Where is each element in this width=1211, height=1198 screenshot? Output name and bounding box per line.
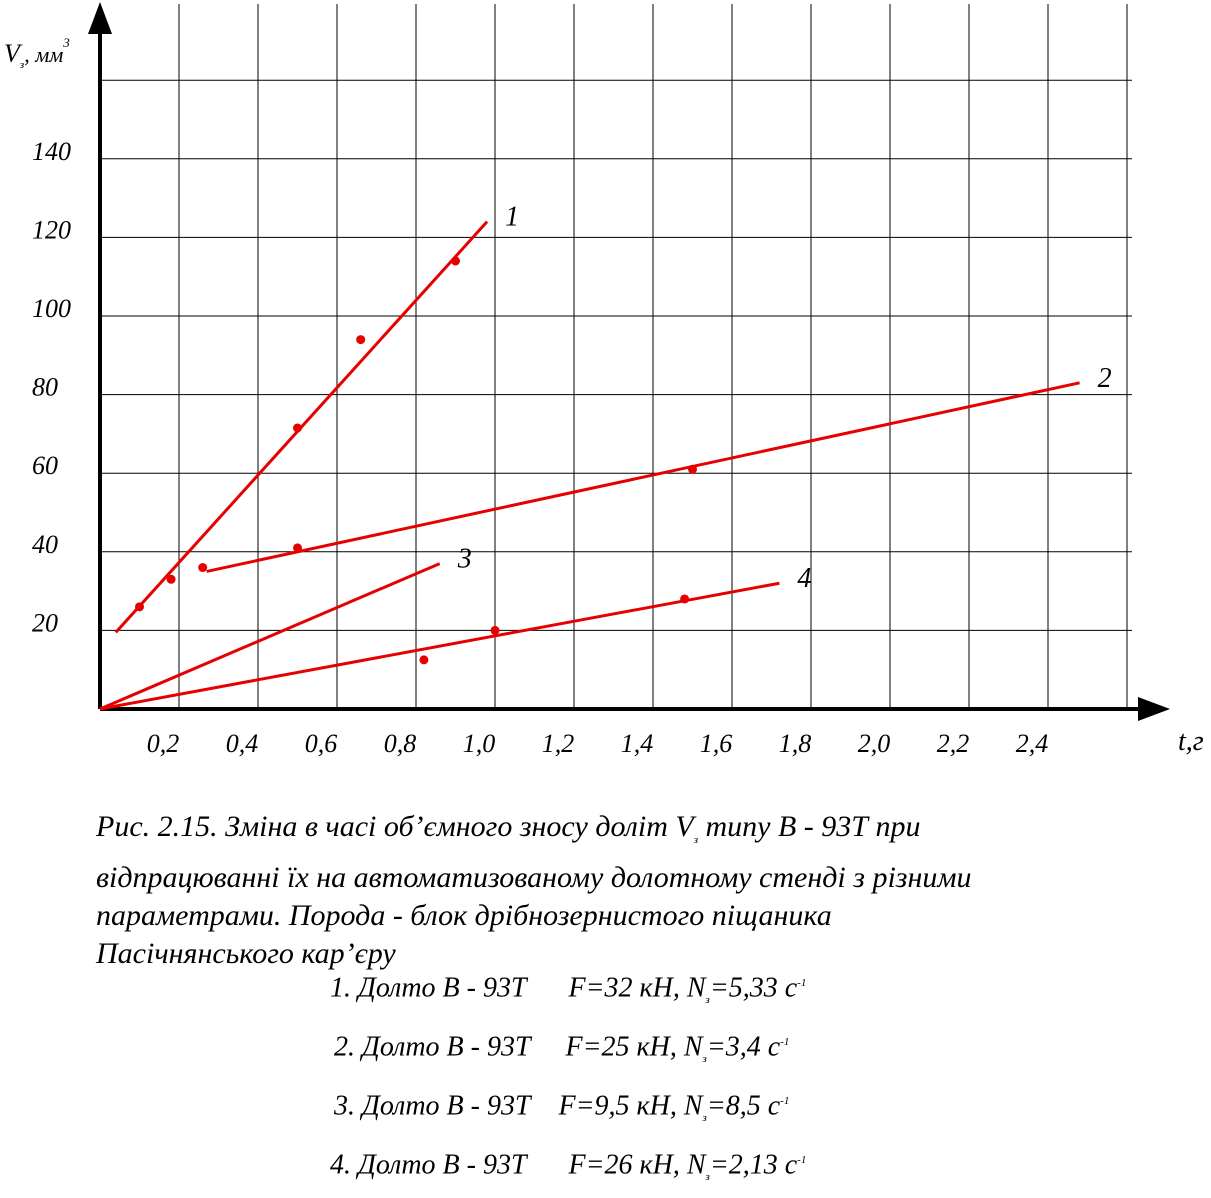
figure-caption: Рис. 2.15. Зміна в часі об’ємного зносу … [96, 808, 1176, 973]
x-tick-label: 2,2 [937, 729, 970, 758]
series-2-point [688, 464, 697, 474]
series-2-line [206, 381, 1080, 573]
x-tick-label: 2,4 [1016, 729, 1049, 758]
x-axis-arrow [1138, 697, 1170, 721]
caption-line-4: Пасічнянського кар’єру [96, 937, 396, 970]
x-tick-label: 1,8 [779, 729, 812, 758]
x-tick-label: 1,0 [463, 729, 496, 758]
x-axis-title: t,г [1178, 726, 1204, 757]
legend-item-1: 1. Долто В - 93Т F=32 кН, Nз=5,33 с-1 [330, 972, 807, 1006]
y-axis-arrow [88, 2, 112, 34]
series-4-line [99, 581, 780, 711]
series-1-point [135, 602, 144, 612]
tick-labels: 0,2 0,4 0,6 0,8 1,0 1,2 1,4 1,6 1,8 2,0 2,2 2,4 20 40… [32, 137, 1048, 758]
series-3-label: 3 [457, 544, 472, 575]
y-tick-label: 100 [32, 294, 71, 323]
x-tick-label: 0,2 [147, 729, 180, 758]
chart: 0,2 0,4 0,6 0,8 1,0 1,2 1,4 1,6 1,8 2,0 2,2 2,4 20 40… [4, 2, 1204, 758]
series-4-point [680, 594, 690, 604]
x-tick-label: 2,0 [858, 729, 891, 758]
y-tick-label: 140 [32, 137, 71, 166]
series-1-point [356, 335, 366, 345]
y-tick-label: 80 [32, 373, 58, 402]
series-layer: 1 2 3 4 [99, 202, 1112, 711]
caption-line-1: Рис. 2.15. Зміна в часі об’ємного зносу … [96, 810, 921, 846]
y-tick-label: 20 [32, 608, 58, 637]
legend-item-3: 3. Долто В - 93Т F=9,5 кН, Nз=8,5 с-1 [334, 1090, 790, 1124]
series-2-point [293, 543, 302, 553]
series-4-label: 4 [797, 563, 811, 594]
series-1-point [293, 423, 302, 433]
y-tick-label: 40 [32, 530, 58, 559]
y-tick-label: 120 [32, 215, 71, 244]
legend-item-2: 2. Долто В - 93Т F=25 кН, Nз=3,4 с-1 [334, 1031, 790, 1065]
axes [88, 2, 1170, 721]
x-tick-label: 1,4 [621, 729, 654, 758]
x-tick-label: 0,8 [384, 729, 417, 758]
x-tick-label: 0,6 [305, 729, 338, 758]
series-4-point [419, 655, 429, 665]
y-tick-label: 60 [32, 451, 58, 480]
series-1-point [166, 574, 176, 584]
y-axis-title: Vз, мм3 [4, 35, 70, 71]
series-2-point [198, 563, 208, 573]
series-3-line [99, 562, 441, 711]
legend: 1. Долто В - 93Т F=32 кН, Nз=5,33 с-1 2.… [330, 962, 806, 1198]
caption-line-3: параметрами. Порода - блок дрібнозернист… [96, 899, 832, 932]
x-tick-label: 0,4 [226, 729, 259, 758]
series-2-label: 2 [1098, 363, 1112, 394]
grid [100, 4, 1132, 709]
series-4-point [490, 625, 500, 635]
x-tick-label: 1,6 [700, 729, 733, 758]
series-1-label: 1 [505, 202, 519, 233]
caption-line-2: відпрацюванні їх на автоматизованому дол… [96, 861, 972, 894]
legend-item-4: 4. Долто В - 93Т F=26 кН, Nз=2,13 с-1 [330, 1149, 807, 1183]
series-1-point [451, 256, 460, 266]
x-tick-label: 1,2 [542, 729, 575, 758]
